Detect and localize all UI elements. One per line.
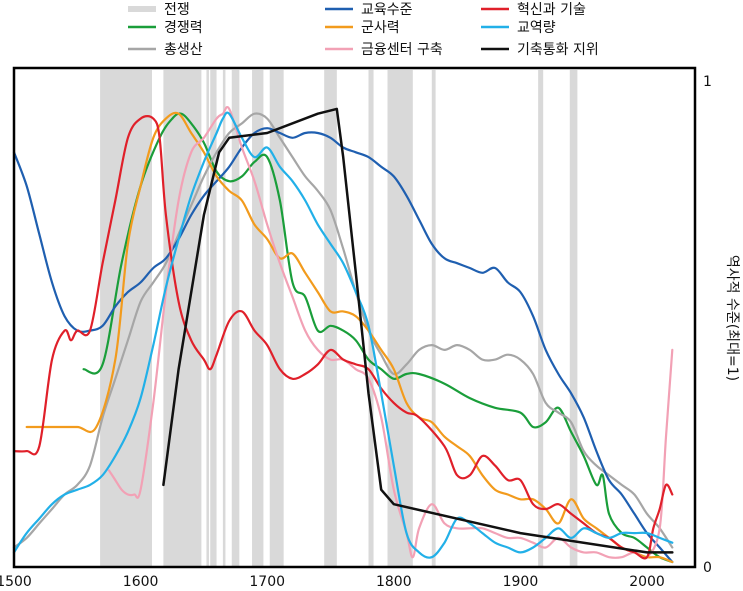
legend-swatch-war xyxy=(128,6,156,12)
x-axis: 1500 1600 1700 1800 1900 2000 xyxy=(0,574,665,590)
war-period-8 xyxy=(269,70,284,566)
war-period-7 xyxy=(252,70,264,566)
war-period-14 xyxy=(569,70,578,566)
legend-label-education: 교육수준 xyxy=(361,2,413,18)
series-line-output xyxy=(12,112,674,549)
legend-label-financial-center: 금융센터 구축 xyxy=(361,42,443,58)
legend-label-reserve-currency: 기축통화 지위 xyxy=(517,42,599,58)
war-period-12 xyxy=(431,70,436,566)
war-period-10 xyxy=(368,70,374,566)
series-line-innovation xyxy=(12,115,674,560)
series-line-education xyxy=(12,127,674,564)
series-line-military xyxy=(25,111,674,564)
war-period-3 xyxy=(206,70,209,566)
legend-label-military: 군사력 xyxy=(361,20,400,36)
y-axis-title: 역사적 수준(최대=1) xyxy=(724,255,740,381)
legend-label-competitiveness: 경쟁력 xyxy=(164,20,203,36)
war-period-5 xyxy=(222,70,226,566)
x-tick-label-1600: 1600 xyxy=(123,574,159,590)
y-tick-max: 1 xyxy=(703,74,712,90)
series-line-trade xyxy=(12,111,674,559)
series-lines xyxy=(12,105,674,564)
war-period-9 xyxy=(324,70,337,566)
legend-label-trade: 교역량 xyxy=(517,20,556,36)
plot-frame xyxy=(12,66,697,569)
x-tick-label-1900: 1900 xyxy=(503,574,539,590)
war-period-11 xyxy=(387,70,413,566)
war-period-6 xyxy=(231,70,240,566)
x-tick-label-1700: 1700 xyxy=(249,574,285,590)
legend-label-output: 총생산 xyxy=(164,42,203,58)
legend-label-innovation: 혁신과 기술 xyxy=(517,2,586,18)
x-tick-label-1800: 1800 xyxy=(376,574,412,590)
x-tick-label-1500: 1500 xyxy=(0,574,32,590)
y-tick-min: 0 xyxy=(703,560,712,576)
legend: 전쟁 경쟁력 총생산 교육수준 군사력 금융센터 구축 혁신과 기술 교역량 기… xyxy=(128,2,599,58)
legend-label-war: 전쟁 xyxy=(164,2,190,18)
series-line-financial-center xyxy=(107,105,674,560)
war-period-13 xyxy=(538,70,544,566)
x-tick-label-2000: 2000 xyxy=(629,574,665,590)
war-period-4 xyxy=(210,70,217,566)
series-line-reserve-currency xyxy=(162,107,674,554)
